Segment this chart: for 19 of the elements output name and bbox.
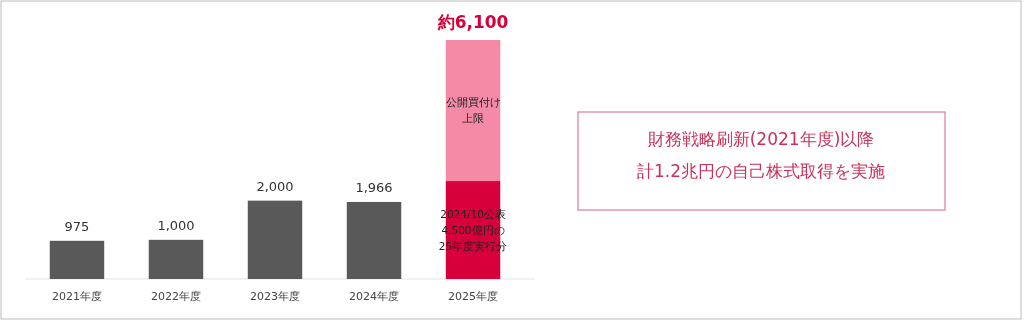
data-label: 2,000 [256,178,294,194]
text: 財務戦略刷新(2021年度)以降 [647,129,875,149]
x-tick-label: 2024年度 [349,290,400,303]
x-tick-label: 2023年度 [250,290,300,303]
annotation: 公開買付け [445,96,501,110]
data-label: 1,966 [355,179,393,195]
bar [148,239,204,279]
data-label: 1,000 [157,217,195,233]
x-tick-label: 2021年度 [51,290,102,303]
total-label: 約6,100 [436,12,509,32]
bar [346,201,402,279]
data-label: 975 [64,218,90,234]
bar [49,240,105,279]
x-tick-label: 2025年度 [448,290,499,303]
text: 計1.2兆円の自己株式取得を実施 [636,161,886,181]
x-tick-label: 2022年度 [150,290,201,303]
bar [247,200,303,279]
bar [445,40,501,182]
annotation: 上限 [462,112,485,125]
